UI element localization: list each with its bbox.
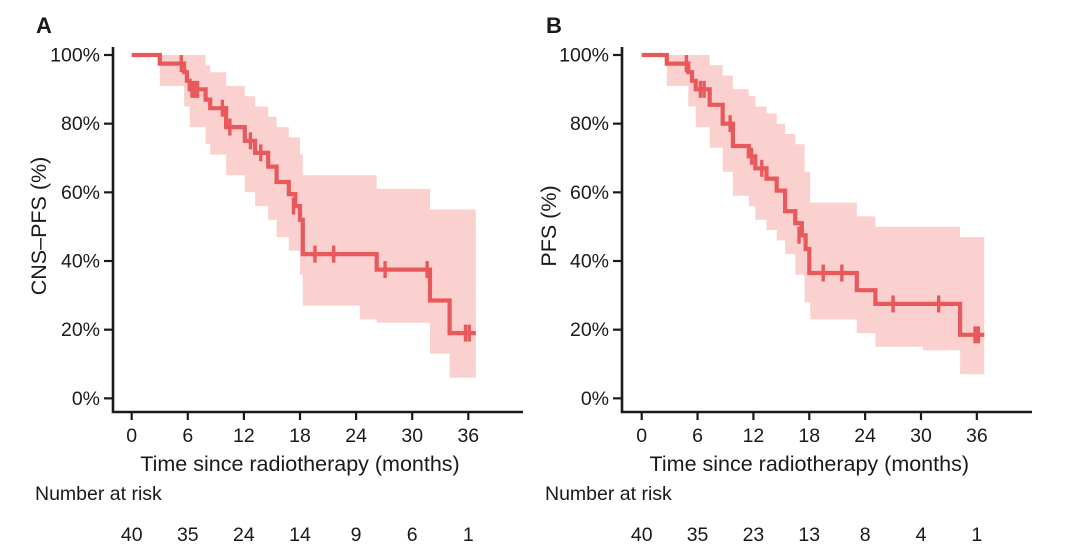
y-tick-label: 20% (570, 319, 609, 341)
panel-letter: B (546, 13, 562, 38)
x-tick-label: 18 (798, 425, 820, 447)
x-axis-label: Time since radiotherapy (months) (140, 452, 459, 476)
confidence-band (159, 55, 476, 378)
y-tick-label: 40% (61, 251, 100, 273)
y-tick-label: 80% (61, 113, 100, 135)
number-at-risk-count: 13 (798, 524, 820, 546)
y-tick-label: 20% (61, 319, 100, 341)
y-tick-label: 60% (61, 182, 100, 204)
panel-letter: A (36, 13, 52, 38)
x-tick-label: 18 (289, 425, 311, 447)
y-tick-label: 0% (72, 388, 100, 410)
survival-curve (641, 52, 985, 337)
number-at-risk-count: 40 (631, 524, 653, 546)
axis-lines (620, 47, 1032, 414)
number-at-risk-count: 24 (233, 524, 255, 546)
y-tick-label: 40% (570, 251, 609, 273)
number-at-risk-count: 35 (177, 524, 199, 546)
axis-lines (111, 47, 523, 414)
y-tick-label: 100% (559, 45, 609, 67)
y-tick-label: 80% (570, 113, 609, 135)
x-axis-label: Time since radiotherapy (months) (650, 452, 969, 476)
number-at-risk-count: 23 (743, 524, 765, 546)
y-axis-label: PFS (%) (537, 185, 561, 266)
x-tick-label: 12 (743, 425, 765, 447)
x-tick-label: 24 (854, 425, 876, 447)
x-tick-label: 36 (966, 425, 988, 447)
x-tick-label: 12 (233, 425, 255, 447)
y-tick-label: 0% (581, 388, 609, 410)
x-tick-label: 30 (910, 425, 932, 447)
number-at-risk-label: Number at risk (35, 483, 162, 505)
number-at-risk-count: 40 (121, 524, 143, 546)
confidence-band (666, 55, 985, 375)
y-tick-label: 100% (50, 45, 100, 67)
number-at-risk-count: 35 (687, 524, 709, 546)
number-at-risk-count: 1 (463, 524, 474, 546)
number-at-risk-count: 6 (407, 524, 418, 546)
number-at-risk-label: Number at risk (545, 483, 672, 505)
x-tick-label: 6 (692, 425, 703, 447)
number-at-risk-count: 14 (289, 524, 311, 546)
number-at-risk-count: 9 (351, 524, 362, 546)
number-at-risk-count: 8 (860, 524, 871, 546)
y-axis-label: CNS–PFS (%) (27, 157, 51, 296)
number-at-risk-count: 4 (916, 524, 927, 546)
y-tick-label: 60% (570, 182, 609, 204)
x-tick-label: 24 (345, 425, 367, 447)
km-panel-A: 0 6 12 18 24 30 36 0% 20% 40% 60% 80% 100% A Time sinc… (27, 13, 523, 546)
x-tick-label: 36 (457, 425, 479, 447)
x-tick-label: 6 (182, 425, 193, 447)
x-tick-label: 0 (126, 425, 137, 447)
x-tick-label: 0 (636, 425, 647, 447)
x-tick-label: 30 (401, 425, 423, 447)
number-at-risk-count: 1 (971, 524, 982, 546)
